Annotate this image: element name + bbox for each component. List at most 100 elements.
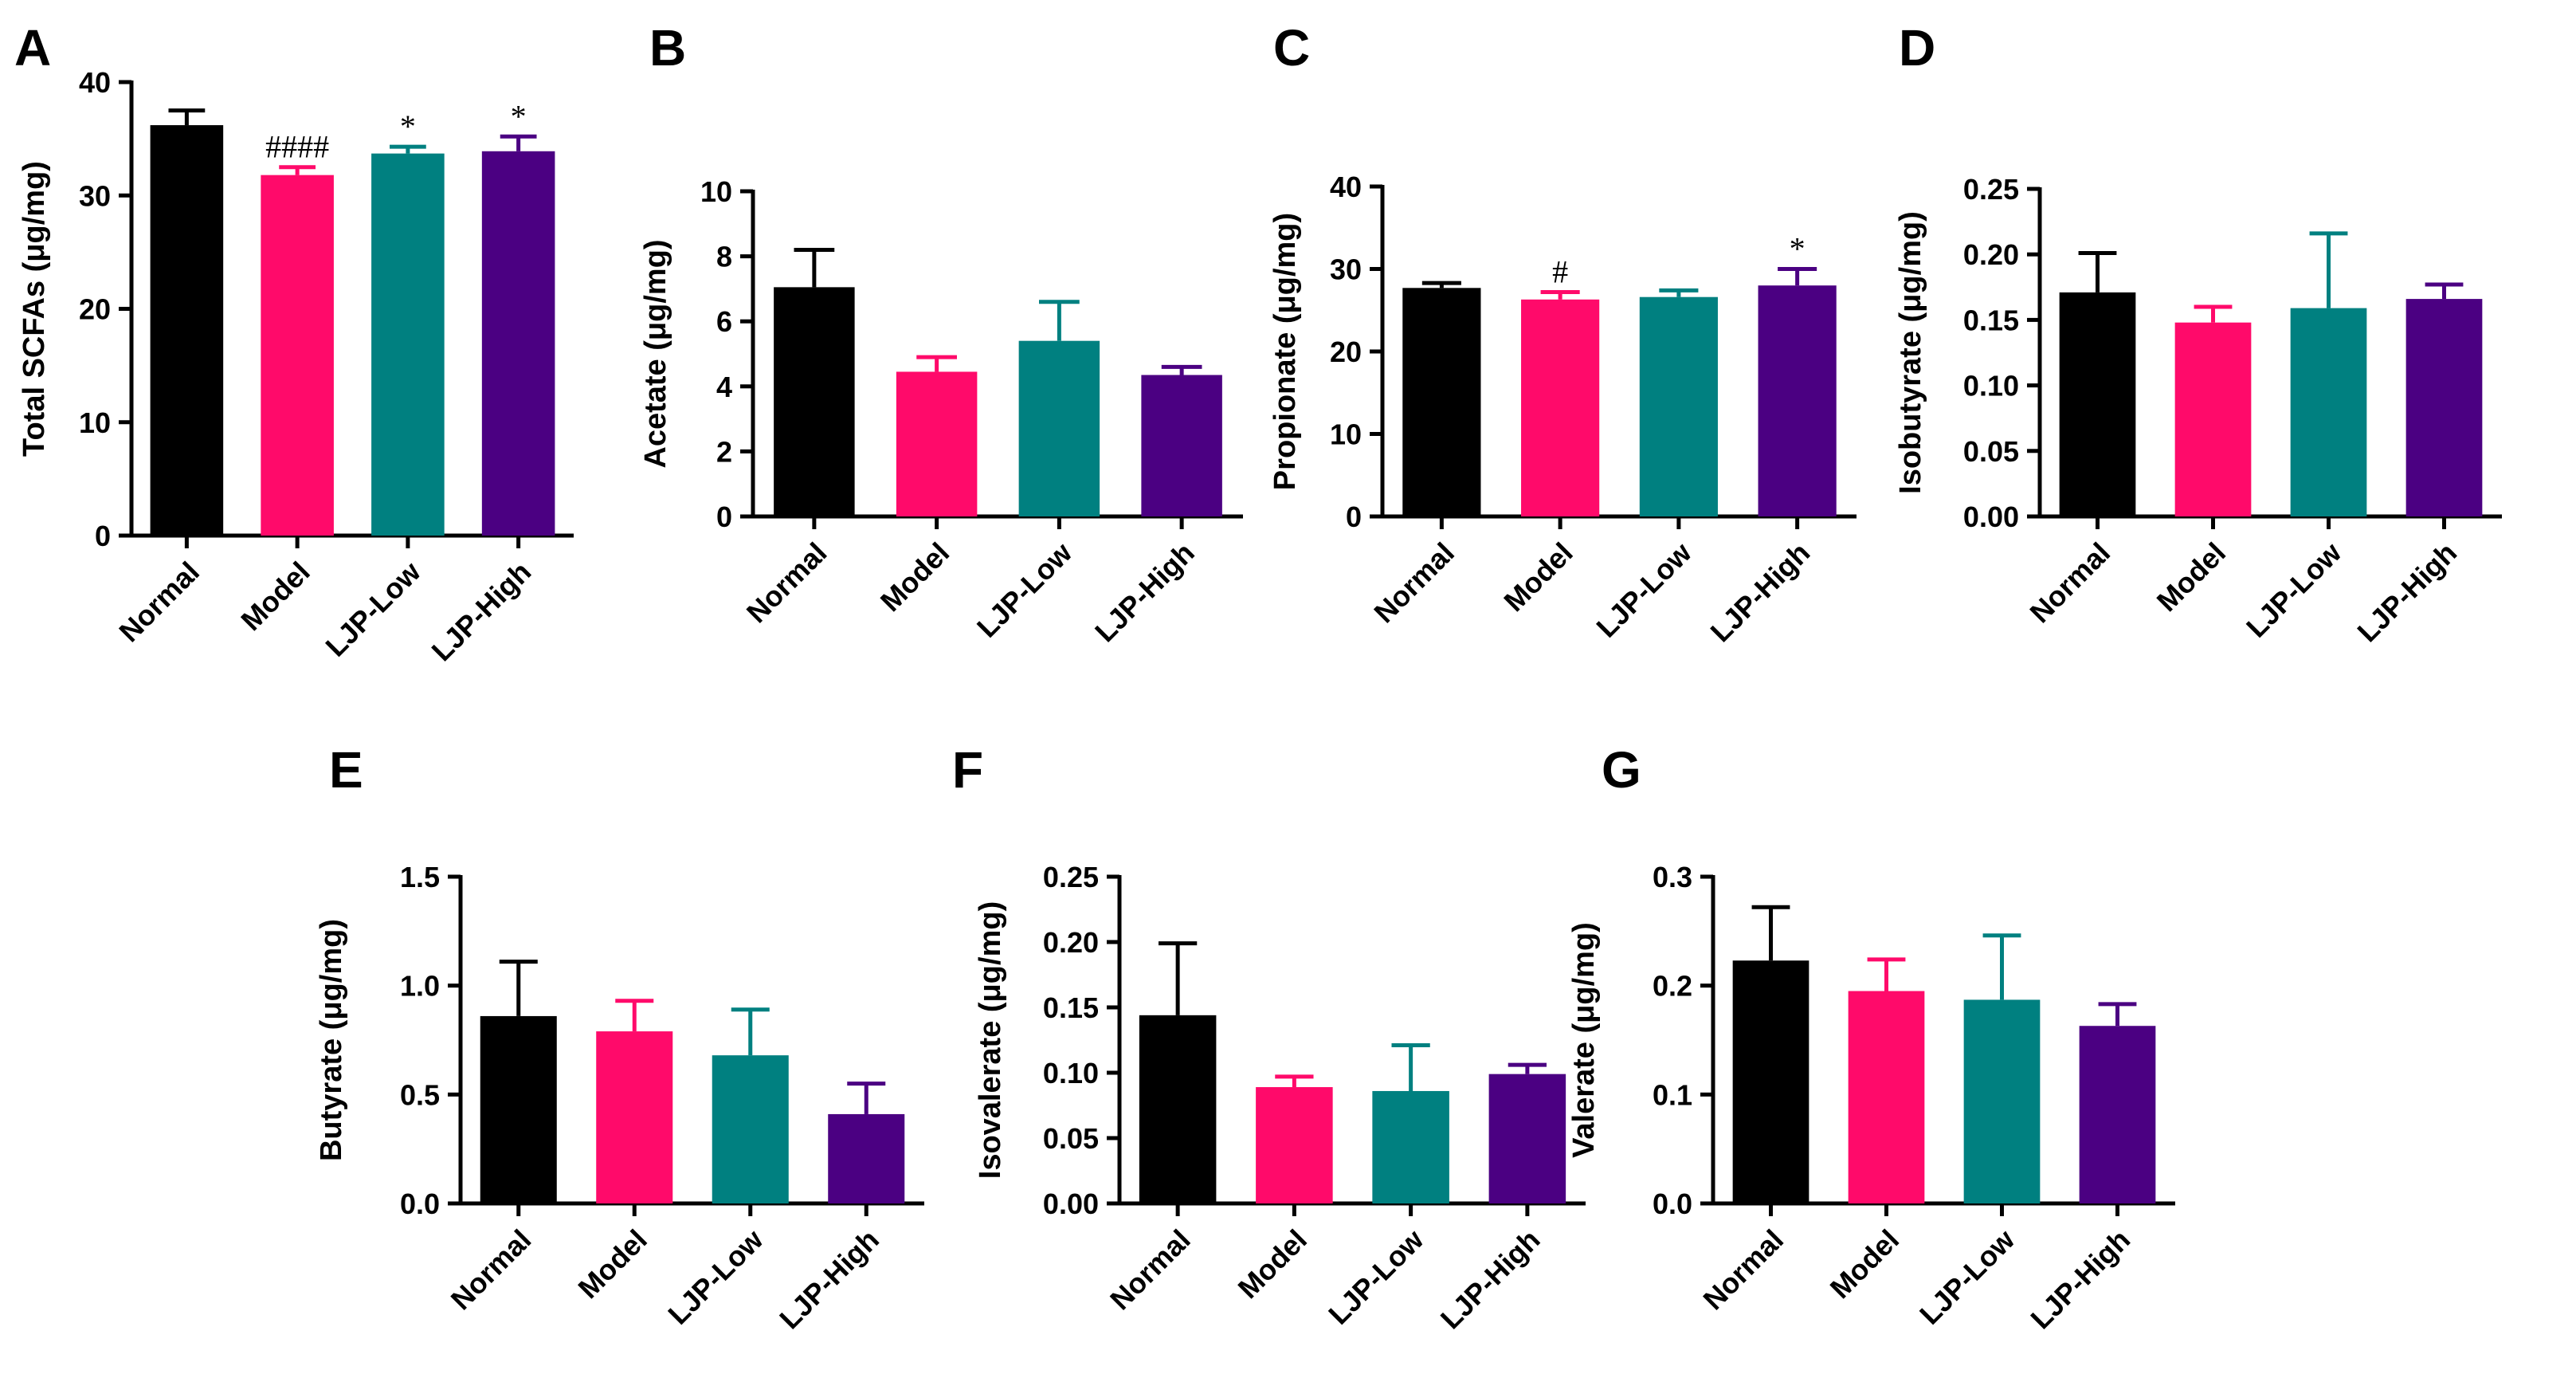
y-tick-label: 0.2 [1653, 970, 1692, 1003]
bar-ljp-low [1018, 340, 1100, 516]
category-label: LJP-Low [1322, 1223, 1430, 1331]
category-label: Normal [1367, 536, 1461, 630]
category-label: LJP-Low [970, 536, 1079, 644]
y-tick-label: 0 [95, 520, 111, 552]
significance-marker: * [400, 108, 416, 144]
bar-ljp-high [1758, 285, 1837, 516]
chart-panel-e: E 0.0 0.5 1.0 1.5 Butyrate (μg/mg) Normal Model… [315, 741, 924, 1335]
y-tick-label: 0.10 [1043, 1057, 1099, 1089]
y-tick-label: 0 [716, 501, 732, 533]
category-label: Normal [1696, 1223, 1790, 1317]
y-tick-label: 0.00 [1043, 1188, 1099, 1220]
chart-panel-b: B 0 2 4 6 8 10 Acetate (μg/mg) Normal Model LJP-Lo… [639, 19, 1243, 648]
category-label: LJP-High [1434, 1223, 1547, 1336]
y-tick-label: 0.20 [1043, 926, 1099, 959]
bar-normal [1402, 288, 1481, 516]
bar-ljp-low [1639, 296, 1718, 516]
category-label: Model [1497, 536, 1579, 618]
chart-panel-a: A 0 10 20 30 40 Total SCFAs (μg/mg) Normal #### M… [14, 19, 574, 667]
y-tick-label: 1.0 [400, 970, 440, 1003]
bar-model [1521, 299, 1600, 516]
bar-ljp-high [1488, 1074, 1566, 1203]
bar-ljp-low [1963, 999, 2041, 1203]
bar-ljp-high [1141, 375, 1222, 516]
bar-normal [2059, 292, 2136, 516]
category-label: LJP-Low [319, 555, 427, 663]
bar-normal [480, 1015, 557, 1203]
panel-letter: D [1899, 19, 1935, 77]
category-label: LJP-Low [661, 1223, 770, 1331]
category-label: Normal [112, 555, 206, 649]
category-label: Model [571, 1223, 653, 1305]
chart-panel-d: D 0.00 0.05 0.10 0.15 0.20 0.25 Isobutyrate (μg… [1894, 19, 2502, 648]
y-tick-label: 0.00 [1963, 501, 2019, 533]
y-axis-label: Total SCFAs (μg/mg) [18, 161, 51, 457]
category-label: Model [2151, 536, 2233, 618]
category-label: Model [874, 536, 956, 618]
y-tick-label: 30 [1330, 253, 1362, 286]
bar-model [1256, 1087, 1333, 1203]
y-tick-label: 2 [716, 435, 732, 468]
bar-model [1848, 991, 1925, 1203]
panel-letter: A [14, 19, 51, 77]
category-label: LJP-Low [2240, 536, 2348, 644]
y-axis-label: Butyrate (μg/mg) [315, 919, 348, 1161]
panel-letter: B [649, 19, 686, 77]
bar-model [896, 371, 978, 516]
y-tick-label: 20 [79, 293, 111, 326]
y-tick-label: 40 [1330, 171, 1362, 203]
category-label: LJP-High [1704, 536, 1817, 649]
panel-letter: E [329, 741, 363, 799]
y-tick-label: 0.0 [1653, 1188, 1692, 1220]
y-tick-label: 0.15 [1043, 991, 1099, 1024]
y-tick-label: 40 [79, 66, 111, 99]
chart-panel-f: F 0.00 0.05 0.10 0.15 0.20 0.25 Isovalerate (μg… [952, 741, 1586, 1335]
y-axis-label: Isovalerate (μg/mg) [974, 901, 1007, 1179]
significance-marker: #### [265, 129, 329, 165]
bar-model [261, 175, 334, 536]
bar-normal [774, 287, 855, 516]
y-tick-label: 0 [1346, 501, 1362, 533]
bar-ljp-high [2405, 299, 2483, 516]
category-label: LJP-High [2024, 1223, 2136, 1336]
y-tick-label: 6 [716, 305, 732, 338]
y-tick-label: 30 [79, 179, 111, 212]
chart-panel-c: C 0 10 20 30 40 Propionate (μg/mg) Normal # Model… [1268, 19, 1857, 648]
bar-ljp-low [1372, 1090, 1449, 1203]
significance-marker: * [511, 98, 527, 134]
y-tick-label: 0.20 [1963, 238, 2019, 271]
y-axis-label: Valerate (μg/mg) [1567, 922, 1601, 1158]
bar-normal [1139, 1015, 1217, 1203]
y-tick-label: 0.05 [1963, 435, 2019, 468]
bar-ljp-low [2290, 308, 2367, 516]
category-label: Model [1232, 1223, 1314, 1305]
bar-model [596, 1031, 673, 1203]
category-label: LJP-High [773, 1223, 885, 1336]
bar-ljp-low [371, 153, 445, 536]
category-label: LJP-Low [1590, 536, 1698, 644]
y-axis-label: Acetate (μg/mg) [639, 239, 672, 468]
y-tick-label: 0.25 [1043, 861, 1099, 893]
category-label: LJP-High [1088, 536, 1201, 649]
bar-ljp-low [712, 1055, 789, 1203]
category-label: Normal [1104, 1223, 1197, 1317]
category-label: Normal [740, 536, 833, 630]
panel-letter: G [1602, 741, 1641, 799]
y-tick-label: 1.5 [400, 861, 440, 893]
significance-marker: * [1790, 231, 1806, 267]
y-tick-label: 0.25 [1963, 173, 2019, 206]
panel-letter: F [952, 741, 983, 799]
y-tick-label: 4 [716, 371, 732, 403]
y-tick-label: 0.1 [1653, 1078, 1692, 1111]
category-label: Normal [445, 1223, 538, 1317]
category-label: Model [234, 555, 316, 638]
category-label: LJP-Low [1913, 1223, 2021, 1331]
y-tick-label: 10 [700, 175, 732, 208]
bar-normal [150, 125, 224, 536]
chart-panel-g: G 0.0 0.1 0.2 0.3 Valerate (μg/mg) Normal Model… [1567, 741, 2175, 1335]
y-tick-label: 0.15 [1963, 304, 2019, 336]
bar-normal [1732, 960, 1809, 1203]
y-tick-label: 0.0 [400, 1188, 440, 1220]
y-tick-label: 0.5 [400, 1078, 440, 1111]
y-tick-label: 10 [1330, 418, 1362, 451]
